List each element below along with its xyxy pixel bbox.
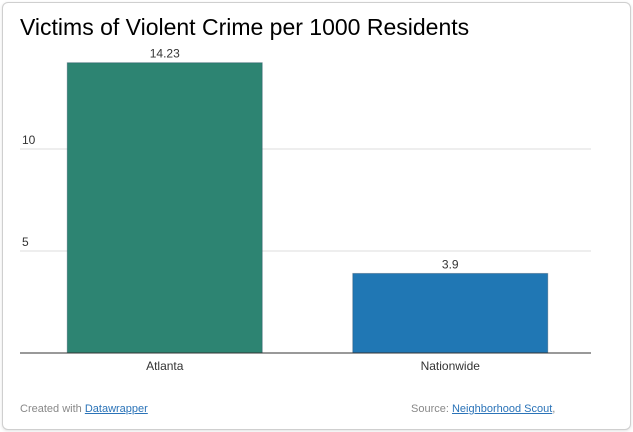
credit-text: Created with Datawrapper: [20, 403, 148, 415]
bar-value-label: 3.9: [442, 257, 459, 271]
x-category-label: Atlanta: [146, 359, 184, 373]
credit-label: Created with: [20, 403, 82, 415]
bar-nationwide: [352, 272, 549, 354]
bar-atlanta: [66, 62, 263, 354]
source-suffix: ,: [552, 403, 556, 415]
chart-title: Victims of Violent Crime per 1000 Reside…: [20, 14, 470, 40]
source-link[interactable]: Neighborhood Scout: [451, 403, 553, 415]
x-category-label: Nationwide: [421, 359, 481, 373]
y-tick-label: 5: [22, 235, 29, 249]
y-tick-label: 10: [22, 133, 36, 147]
source-text: Source: Neighborhood Scout,: [411, 403, 555, 415]
datawrapper-link[interactable]: Datawrapper: [84, 403, 148, 415]
bar-value-label: 14.23: [150, 47, 180, 61]
source-label: Source:: [411, 403, 449, 415]
